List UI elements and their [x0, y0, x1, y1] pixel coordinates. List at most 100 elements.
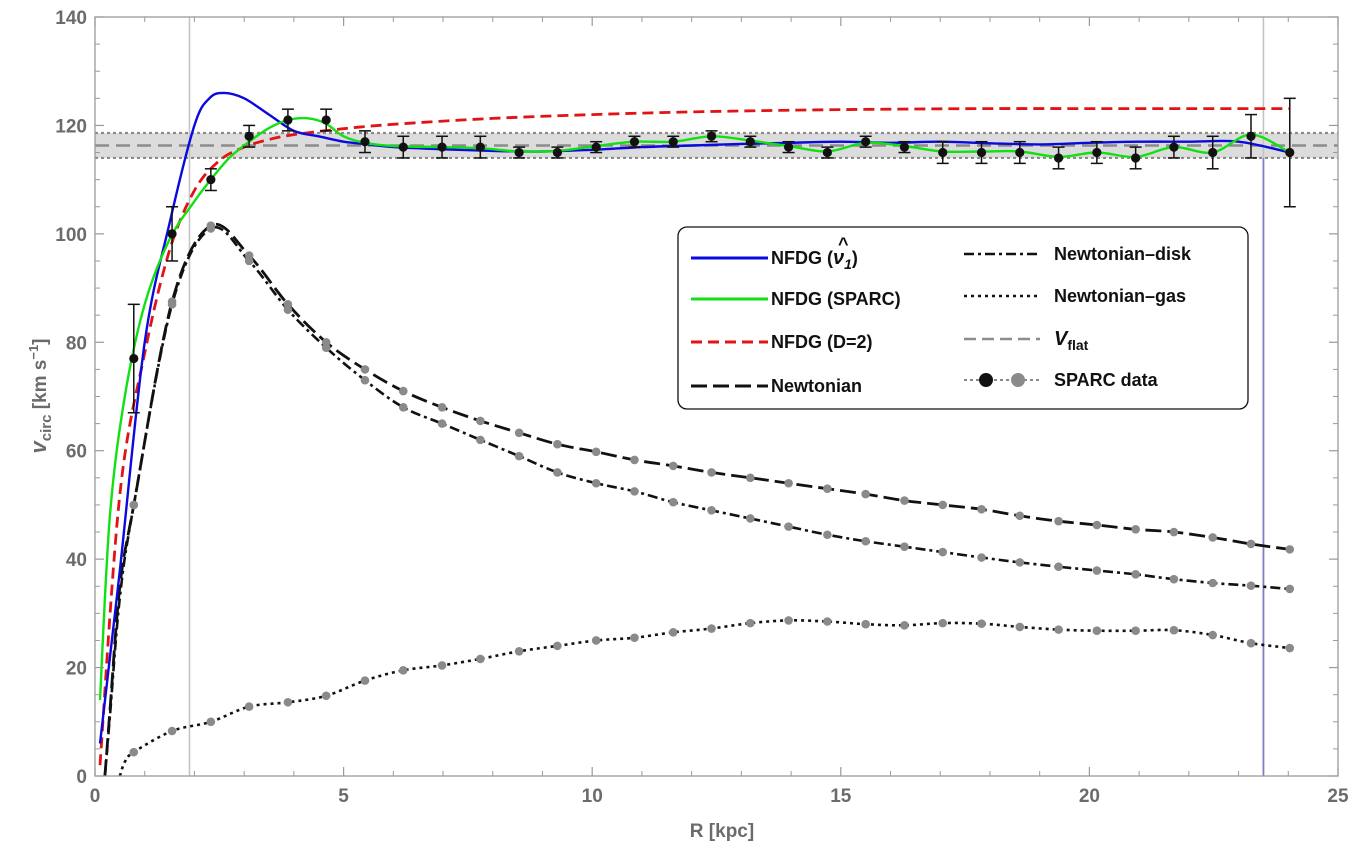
newtonian-gas-point: [476, 654, 485, 664]
newtonian-disk-point: [1285, 584, 1295, 594]
nfdg-sparc-curve: [98, 116, 1291, 701]
newtonian-gas-curve: [118, 619, 1290, 777]
y-tick-label: 100: [55, 225, 87, 246]
newtonian-gas-point: [1285, 643, 1295, 653]
newtonian-point: [1285, 545, 1295, 554]
sparc-data-point: [206, 175, 216, 185]
y-axis-symbol: v: [26, 440, 51, 454]
newtonian-gas-point: [514, 647, 524, 656]
newtonian-point: [630, 455, 639, 465]
newtonian-disk-point: [823, 530, 832, 540]
newtonian-point: [553, 439, 562, 449]
x-tick-label: 20: [1079, 786, 1100, 807]
newtonian-point: [823, 484, 832, 493]
legend-label-sparc-data: SPARC data: [1054, 370, 1159, 390]
x-tick-label: 5: [338, 786, 349, 807]
sparc-data-point: [976, 147, 987, 158]
sparc-data-point: [822, 147, 832, 158]
sparc-data-point: [783, 142, 794, 152]
newtonian-gas-point: [784, 616, 793, 625]
newtonian-disk-point: [977, 553, 986, 562]
sparc-data-point: [514, 147, 524, 158]
newtonian-disk-point: [784, 522, 793, 531]
newtonian-point: [746, 473, 755, 483]
newtonian-disk-point: [1208, 578, 1218, 588]
sparc-data-point: [861, 137, 871, 147]
newtonian-gas-point: [360, 676, 370, 685]
newtonian-gas-point: [977, 619, 986, 628]
y-axis-unit-close: ]: [30, 338, 51, 344]
y-tick-label: 60: [66, 442, 87, 463]
sparc-data-point: [283, 115, 293, 125]
newtonian-point: [707, 468, 716, 477]
sparc-data-point: [475, 142, 485, 152]
newtonian-point: [1246, 539, 1256, 549]
newtonian-gas-point: [746, 618, 755, 628]
sparc-data-point: [1285, 147, 1295, 158]
newtonian-gas-point: [1208, 630, 1218, 640]
newtonian-disk-point: [360, 375, 370, 385]
sparc-data-point: [745, 137, 755, 147]
newtonian-disk-point: [398, 403, 408, 412]
x-axis-title: R [kpc]: [690, 821, 754, 842]
sparc-data-point: [1208, 147, 1218, 158]
newtonian-point: [1131, 525, 1140, 534]
newtonian-gas-point: [1015, 622, 1025, 632]
newtonian-disk-point: [476, 435, 485, 445]
newtonian-point: [668, 461, 678, 471]
newtonian-point: [977, 504, 986, 514]
newtonian-gas-point: [1246, 638, 1256, 648]
y-tick-label: 80: [66, 333, 87, 354]
newtonian-gas-point: [244, 702, 254, 711]
newtonian-point: [514, 428, 524, 438]
newtonian-disk-point: [668, 497, 678, 507]
curves-group: [98, 91, 1295, 777]
sparc-data-point: [706, 131, 717, 141]
legend-nu1-hat: ^: [838, 234, 849, 254]
newtonian-gas-point: [437, 661, 447, 670]
newtonian-point: [244, 251, 254, 260]
newtonian-gas-point: [1169, 625, 1179, 635]
legend-nu1-symbol: ν: [833, 247, 844, 269]
y-tick-label: 40: [66, 550, 87, 571]
legend-label-vflat: Vflat: [1054, 328, 1089, 353]
newtonian-gas-point: [630, 633, 639, 643]
legend-nu1-close: ): [852, 248, 858, 268]
newtonian-gas-point: [283, 697, 293, 707]
y-tick-label: 120: [55, 116, 87, 137]
legend-label-nfdg-sparc: NFDG (SPARC): [771, 289, 901, 309]
legend-vflat-symbol: V: [1054, 328, 1069, 350]
newtonian-disk-point: [553, 468, 562, 477]
newtonian-gas-point: [1054, 625, 1063, 634]
legend-nu1-prefix: NFDG (: [771, 248, 833, 268]
newtonian-point: [283, 300, 293, 309]
newtonian-point: [861, 489, 870, 499]
sparc-data-point: [1092, 147, 1102, 158]
y-axis-unit-exponent: −1: [26, 345, 41, 360]
newtonian-point: [321, 337, 331, 347]
y-axis-subscript: circ: [38, 415, 55, 442]
newtonian-gas-point: [938, 618, 948, 628]
newtonian-gas-point: [668, 628, 678, 637]
sparc-data-point: [244, 131, 254, 141]
sparc-data-point: [629, 137, 640, 147]
y-axis-title: vcirc [km s−1]: [26, 338, 55, 453]
newtonian-point: [1208, 533, 1218, 542]
newtonian-point: [938, 500, 948, 510]
sparc-data-point: [360, 137, 370, 147]
legend: NFDG (ν1) ^ NFDG (SPARC) NFDG (D=2) Newt…: [677, 226, 1249, 410]
newtonian-gas-point: [129, 747, 139, 757]
sparc-data-point: [591, 142, 601, 152]
newtonian-point: [1054, 516, 1063, 526]
sparc-data-point: [668, 137, 678, 147]
newtonian-disk-point: [1015, 558, 1025, 567]
newtonian-point: [1169, 527, 1179, 537]
y-tick-label: 20: [66, 659, 87, 680]
newtonian-gas-point: [398, 665, 408, 675]
sparc-data-point: [938, 147, 948, 158]
legend-label-nfdg-nu1: NFDG (ν1): [771, 247, 858, 272]
sparc-data-point: [1169, 142, 1179, 152]
legend-swatch-sparc-black-point: [979, 373, 993, 387]
newtonian-point: [206, 221, 216, 231]
